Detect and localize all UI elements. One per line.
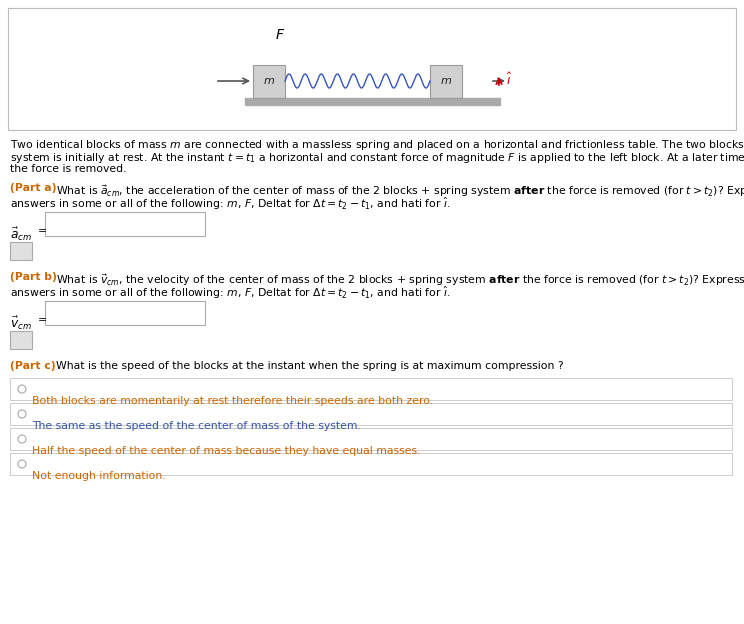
Text: answers in some or all of the following: $m$, $F$, Deltat for $\Delta t = t_2 - : answers in some or all of the following:… — [10, 196, 451, 212]
Text: (Part a): (Part a) — [10, 183, 57, 193]
Text: Half the speed of the center of mass because they have equal masses.: Half the speed of the center of mass bec… — [32, 446, 420, 456]
Text: Not enough information.: Not enough information. — [32, 471, 166, 481]
Text: The same as the speed of the center of mass of the system.: The same as the speed of the center of m… — [32, 421, 361, 431]
Bar — [10, 403, 732, 425]
Text: $m$: $m$ — [263, 77, 275, 87]
Text: What is $\vec{v}_{cm}$, the velocity of the center of mass of the 2 blocks + spr: What is $\vec{v}_{cm}$, the velocity of … — [56, 272, 744, 288]
Bar — [430, 65, 462, 98]
Bar — [10, 331, 32, 349]
Text: $m$: $m$ — [440, 77, 452, 87]
Text: What is $\vec{a}_{cm}$, the acceleration of the center of mass of the 2 blocks +: What is $\vec{a}_{cm}$, the acceleration… — [56, 183, 744, 198]
Circle shape — [18, 435, 26, 443]
Text: $\hat{\imath}$: $\hat{\imath}$ — [506, 72, 512, 88]
Text: =: = — [38, 226, 47, 236]
Bar — [45, 301, 205, 325]
Bar — [10, 378, 732, 400]
Text: What is the speed of the blocks at the instant when the spring is at maximum com: What is the speed of the blocks at the i… — [56, 361, 564, 371]
Text: (Part c): (Part c) — [10, 361, 56, 371]
Text: system is initially at rest. At the instant $t = t_1$ a horizontal and constant : system is initially at rest. At the inst… — [10, 151, 744, 165]
Bar — [10, 242, 32, 260]
Text: $\vec{v}_{cm}$: $\vec{v}_{cm}$ — [10, 315, 32, 332]
Text: (Part b): (Part b) — [10, 272, 57, 282]
Text: $\vec{a}_{cm}$: $\vec{a}_{cm}$ — [10, 226, 32, 243]
Bar — [10, 453, 732, 475]
Text: =: = — [38, 315, 47, 325]
Text: Both blocks are momentarily at rest therefore their speeds are both zero.: Both blocks are momentarily at rest ther… — [32, 396, 433, 406]
Bar — [10, 428, 732, 450]
Bar — [245, 98, 500, 105]
Text: answers in some or all of the following: $m$, $F$, Deltat for $\Delta t = t_2 - : answers in some or all of the following:… — [10, 285, 451, 301]
Circle shape — [18, 460, 26, 468]
Bar — [8, 8, 736, 130]
Circle shape — [18, 410, 26, 418]
Text: Two identical blocks of mass $m$ are connected with a massless spring and placed: Two identical blocks of mass $m$ are con… — [10, 138, 744, 152]
Circle shape — [18, 385, 26, 393]
Text: the force is removed.: the force is removed. — [10, 164, 126, 174]
Bar — [253, 65, 285, 98]
Bar — [45, 212, 205, 236]
Text: $F$: $F$ — [275, 28, 285, 42]
